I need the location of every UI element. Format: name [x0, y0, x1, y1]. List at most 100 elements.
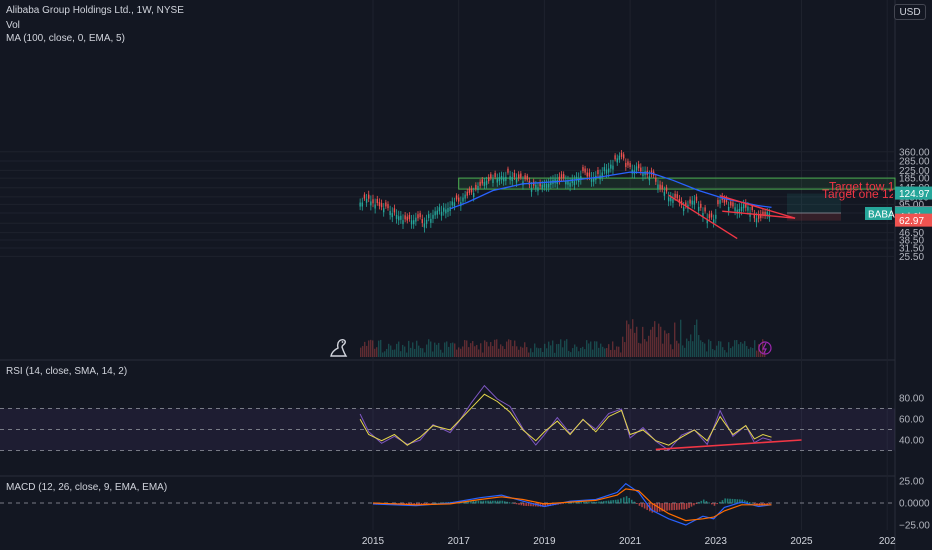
candle-body	[712, 219, 715, 224]
y-tick-label: 95.00	[899, 200, 924, 211]
volume-bar	[422, 348, 424, 357]
candle-body	[592, 177, 595, 182]
volume-bar	[372, 340, 374, 357]
volume-bar	[632, 319, 634, 357]
macd-histogram-bar	[695, 503, 698, 504]
volume-bar	[706, 351, 708, 357]
volume-bar	[698, 335, 700, 357]
macd-tick-label: 0.0000	[899, 499, 930, 510]
candle-body	[365, 198, 368, 203]
macd-histogram-bar	[595, 501, 598, 504]
candle-body	[498, 177, 501, 182]
macd-histogram-bar	[515, 503, 518, 505]
macd-histogram-bar	[489, 500, 492, 504]
volume-bar	[712, 349, 714, 357]
candle-body	[740, 206, 743, 211]
macd-histogram-bar	[494, 500, 497, 504]
candle-body	[453, 202, 456, 207]
x-tick-label: 2025	[790, 536, 813, 547]
candle-body	[419, 213, 421, 218]
macd-histogram-bar	[496, 500, 499, 504]
y-tick-label: 225.00	[899, 166, 930, 177]
candle-body	[757, 214, 760, 219]
price-axis-label-bg	[895, 213, 932, 227]
candle-body	[468, 188, 471, 193]
volume-bar	[640, 343, 642, 357]
candle-body	[417, 214, 419, 219]
macd-histogram-bar	[751, 502, 753, 504]
volume-bar	[374, 348, 376, 357]
macd-histogram-bar	[688, 503, 690, 508]
macd-histogram-bar	[683, 503, 685, 510]
volume-bar	[626, 320, 628, 357]
volume-bar	[458, 347, 460, 357]
volume-bar	[662, 343, 664, 357]
candle-body	[627, 161, 629, 166]
macd-histogram-bar	[408, 503, 410, 505]
volume-bar	[752, 348, 754, 357]
volume-bar	[558, 343, 560, 357]
volume-bar	[486, 341, 488, 357]
volume-bar	[434, 342, 436, 357]
candle-body	[612, 165, 614, 170]
candle-body	[749, 212, 751, 217]
volume-bar	[612, 341, 614, 357]
price-axis-label: 62.97	[899, 216, 924, 227]
macd-histogram-bar	[638, 503, 641, 506]
candle-body	[590, 177, 593, 182]
candle-body	[742, 204, 745, 209]
ticker-label: BABA	[868, 209, 895, 220]
candle-body	[440, 211, 443, 216]
candle-body	[597, 170, 599, 175]
macd-histogram-bar	[598, 501, 600, 504]
macd-histogram-bar	[570, 501, 572, 504]
candle-body	[764, 211, 766, 216]
volume-bar	[444, 342, 446, 357]
candle-body	[462, 197, 464, 202]
volume-bar	[506, 341, 508, 357]
volume-bar	[740, 342, 742, 357]
macd-histogram-bar	[721, 500, 724, 504]
volume-bar	[480, 343, 482, 357]
candle-body	[730, 201, 732, 206]
volume-bar	[548, 341, 550, 357]
y-tick-label: 38.50	[899, 236, 924, 247]
wedge-trendline	[719, 195, 796, 219]
volume-bar	[370, 339, 372, 357]
currency-button[interactable]: USD	[894, 4, 926, 20]
candle-body	[547, 183, 550, 188]
volume-bar	[572, 348, 574, 357]
candle-body	[648, 176, 651, 181]
volume-bar	[736, 339, 738, 357]
macd-histogram-bar	[726, 498, 729, 504]
macd-histogram-bar	[731, 498, 734, 504]
candle-body	[659, 184, 661, 189]
volume-bar	[608, 344, 610, 357]
macd-histogram-bar	[435, 502, 438, 504]
candle-body	[372, 199, 374, 204]
macd-label: MACD (12, 26, close, 9, EMA, EMA)	[6, 482, 168, 493]
macd-histogram-bar	[564, 502, 567, 504]
candle-body	[620, 152, 623, 157]
macd-histogram-bar	[506, 501, 508, 504]
candle-body	[496, 178, 498, 183]
volume-bar	[720, 341, 722, 357]
macd-histogram-bar	[700, 500, 703, 504]
volume-bar	[606, 348, 608, 357]
macd-histogram-bar	[651, 503, 654, 513]
candle-body	[485, 180, 488, 185]
volume-bar	[684, 347, 686, 357]
volume-bar	[366, 345, 368, 357]
macd-histogram-bar	[625, 496, 628, 504]
candle-body	[704, 207, 706, 212]
macd-histogram-bar	[530, 503, 532, 507]
volume-bar	[540, 347, 542, 357]
volume-bar	[666, 333, 668, 357]
candle-body	[376, 198, 378, 203]
volume-bar	[454, 343, 456, 357]
candle-body	[655, 177, 657, 182]
volume-bar	[508, 339, 510, 357]
macd-histogram-bar	[610, 500, 612, 504]
candle-body	[470, 188, 473, 193]
